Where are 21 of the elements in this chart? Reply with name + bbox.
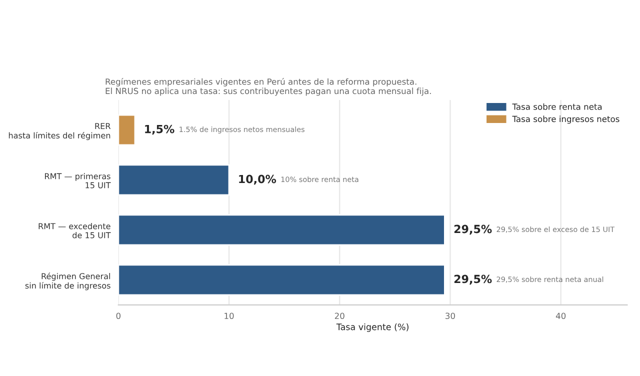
- x-tick-label: 10: [224, 312, 234, 320]
- data-label: 29,5%: [454, 224, 492, 235]
- data-label: 10,0%: [239, 174, 276, 185]
- y-tick-label: RER hasta límites del régimen: [8, 123, 111, 140]
- data-label: 1,5%: [145, 124, 174, 135]
- bar: [118, 114, 136, 146]
- x-tick-label: 0: [116, 312, 120, 320]
- legend-label: Tasa sobre renta neta: [512, 103, 602, 110]
- data-label: 29,5%: [454, 274, 492, 285]
- bar: [118, 164, 230, 196]
- bar: [118, 264, 446, 296]
- y-tick-label: RMT — primeras 15 UIT: [44, 173, 111, 188]
- x-tick-label: 40: [556, 312, 566, 320]
- x-axis-title: Tasa vigente (%): [336, 323, 408, 332]
- y-tick-label: RMT — excedente de 15 UIT: [38, 223, 111, 238]
- legend-label: Tasa sobre ingresos netos: [512, 116, 620, 124]
- bar: [118, 214, 446, 246]
- y-tick-label: Régimen General sin límite de ingresos: [25, 272, 110, 290]
- x-tick-label: 20: [334, 312, 344, 320]
- x-tick-label: 30: [446, 312, 455, 320]
- chart-subtitle: Regímenes empresariales vigentes en Perú antes de la reforma propuesta. El NRUS no aplica una tasa: sus contribuyentes pagan una cuota mensual fija.: [106, 78, 431, 96]
